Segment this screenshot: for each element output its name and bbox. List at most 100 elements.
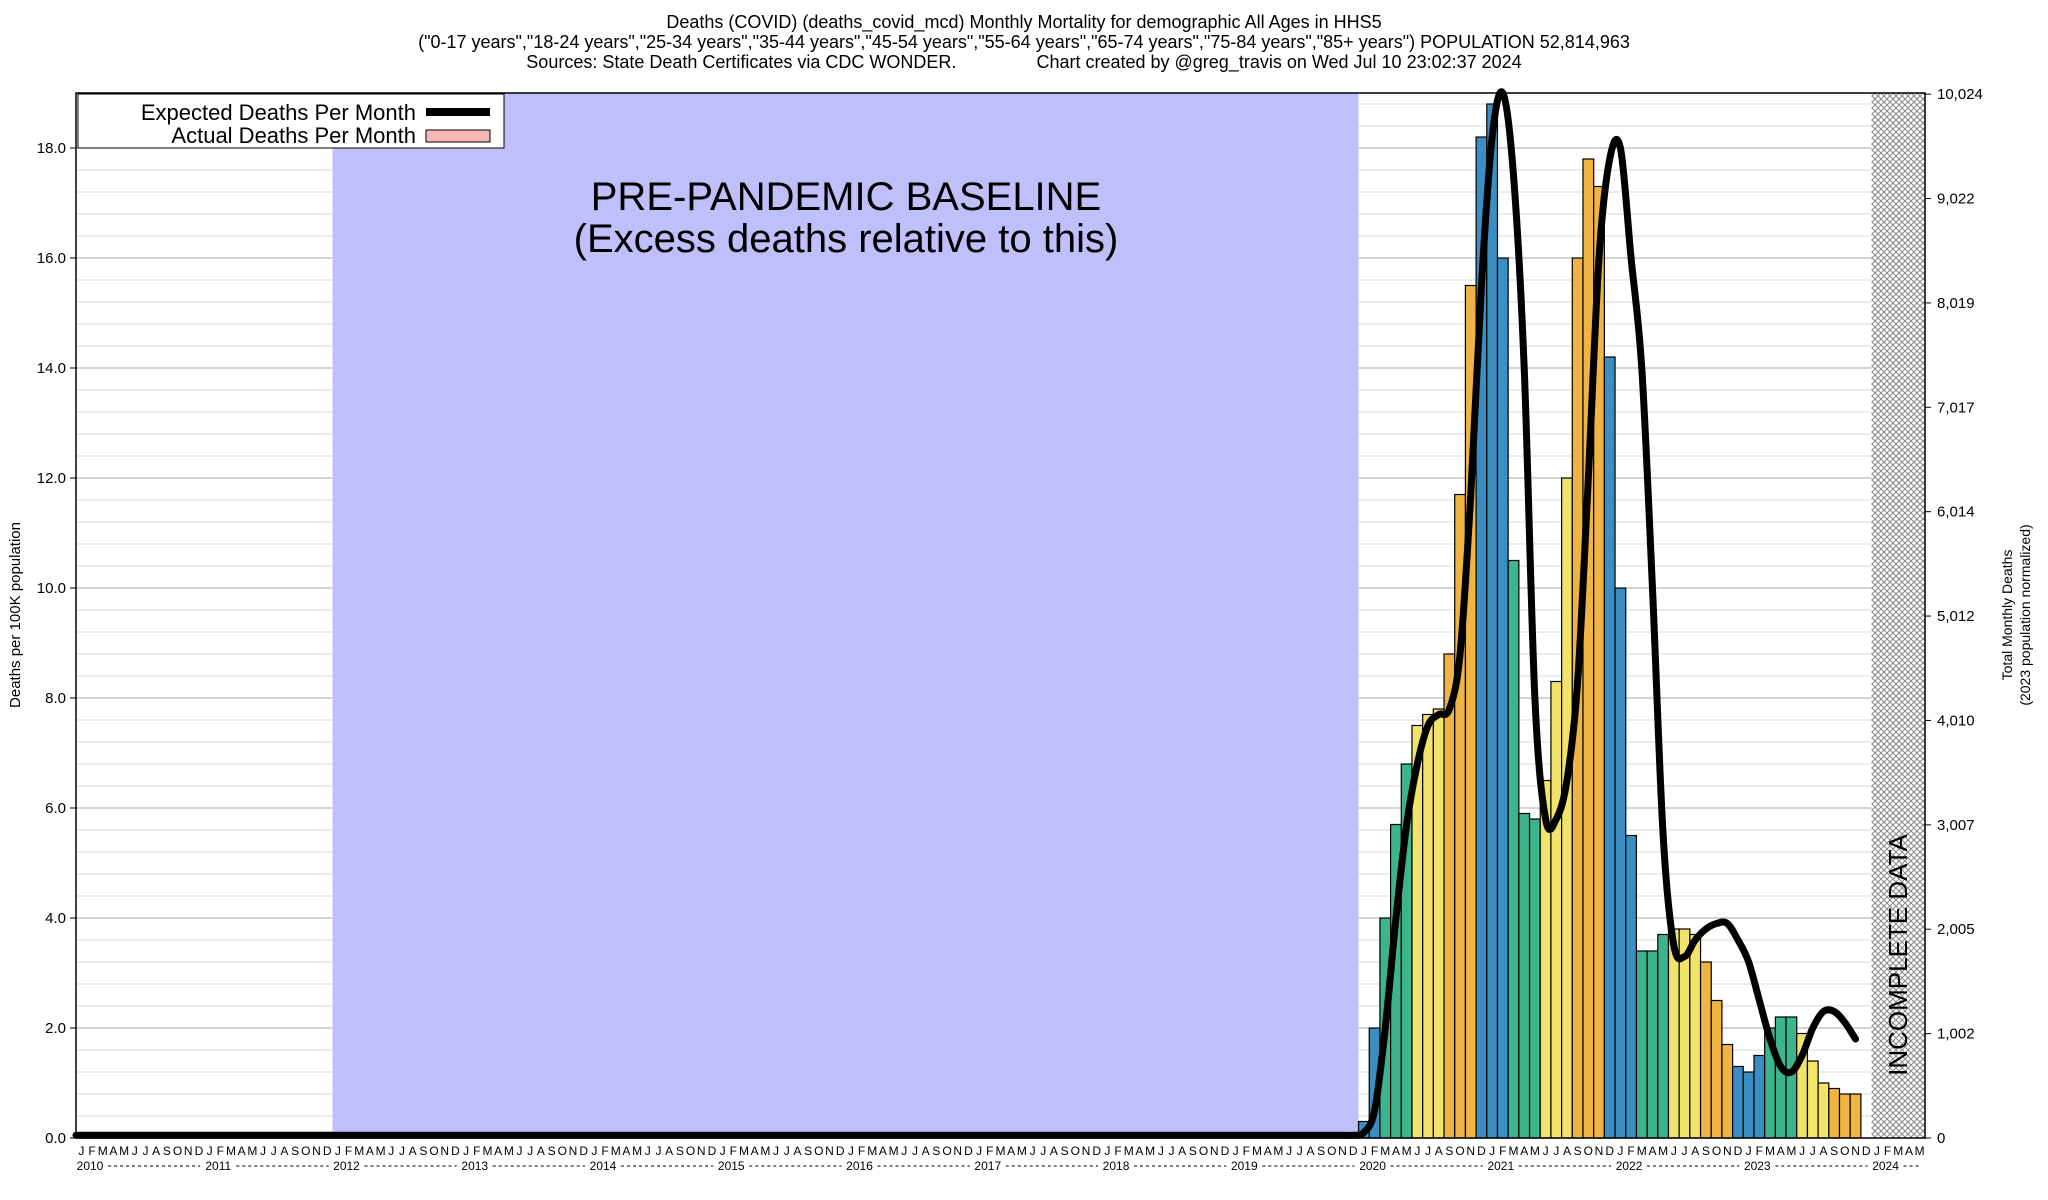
month-tick-label: J <box>591 1144 597 1158</box>
month-tick-label: O <box>1327 1144 1336 1158</box>
legend-expected-label: Expected Deaths Per Month <box>141 100 416 125</box>
month-tick-label: A <box>1905 1144 1913 1158</box>
incomplete-data-label: INCOMPLETE DATA <box>1883 833 1913 1075</box>
month-tick-label: J <box>207 1144 213 1158</box>
month-tick-label: F <box>1627 1144 1634 1158</box>
month-tick-label: D <box>1862 1144 1871 1158</box>
month-tick-label: M <box>1017 1144 1027 1158</box>
plot-frame <box>75 92 1926 1139</box>
year-label: 2013 <box>461 1159 488 1173</box>
month-tick-label: F <box>1114 1144 1121 1158</box>
month-tick-label: A <box>409 1144 417 1158</box>
right-tick-label: 6,014 <box>1937 504 1975 521</box>
month-tick-label: D <box>1349 1144 1358 1158</box>
month-tick-label: M <box>1509 1144 1519 1158</box>
actual-bar <box>1646 950 1659 1139</box>
month-tick-label: M <box>739 1144 749 1158</box>
month-tick-label: F <box>473 1144 480 1158</box>
month-tick-label: M <box>504 1144 514 1158</box>
month-tick-label: O <box>429 1144 438 1158</box>
month-tick-label: O <box>686 1144 695 1158</box>
month-tick-label: D <box>195 1144 204 1158</box>
actual-bar <box>1721 1043 1734 1139</box>
actual-bar <box>1657 933 1670 1139</box>
month-tick-label: M <box>996 1144 1006 1158</box>
month-tick-label: O <box>1071 1144 1080 1158</box>
y-axis-label-right-1: Total Monthly Deaths <box>1999 550 2015 681</box>
month-tick-label: M <box>1402 1144 1412 1158</box>
month-tick-label: M <box>760 1144 770 1158</box>
left-tick-label: 8.0 <box>45 690 66 707</box>
month-tick-label: N <box>1082 1144 1091 1158</box>
month-tick-label: J <box>1799 1144 1805 1158</box>
month-tick-label: M <box>226 1144 236 1158</box>
right-tick-label: 9,022 <box>1937 191 1975 208</box>
right-tick-label: 8,019 <box>1937 295 1975 312</box>
month-tick-label: M <box>1124 1144 1134 1158</box>
month-tick-label: J <box>1543 1144 1549 1158</box>
actual-bar <box>1496 257 1509 1139</box>
axes: 0.0 2.0 4.0 6.0 8.0 10.0 12.0 14.0 16.0 18.0 0 1,00… <box>37 86 1983 1173</box>
baseline-annotation-line1: PRE-PANDEMIC BASELINE <box>591 175 1102 219</box>
month-tick-label: J <box>388 1144 394 1158</box>
actual-bar <box>1753 1054 1766 1139</box>
month-tick-label: O <box>558 1144 567 1158</box>
month-tick-label: M <box>1915 1144 1925 1158</box>
month-tick-label: O <box>942 1144 951 1158</box>
month-tick-label: A <box>922 1144 930 1158</box>
month-tick-label: N <box>953 1144 962 1158</box>
year-label: 2011 <box>205 1159 231 1173</box>
month-tick-label: J <box>1361 1144 1367 1158</box>
month-tick-label: S <box>804 1144 812 1158</box>
month-tick-label: A <box>366 1144 374 1158</box>
month-tick-label: O <box>301 1144 310 1158</box>
actual-bar <box>1828 1087 1841 1139</box>
year-label: 2018 <box>1103 1159 1130 1173</box>
month-tick-label: D <box>1605 1144 1614 1158</box>
month-tick-label: A <box>665 1144 673 1158</box>
actual-bar <box>1742 1071 1755 1139</box>
month-tick-label: J <box>271 1144 277 1158</box>
month-tick-label: J <box>1414 1144 1420 1158</box>
left-tick-label: 16.0 <box>37 250 66 267</box>
month-tick-label: A <box>793 1144 801 1158</box>
month-tick-label: S <box>932 1144 940 1158</box>
month-tick-label: S <box>676 1144 684 1158</box>
month-tick-label: J <box>463 1144 469 1158</box>
actual-bar <box>1817 1082 1830 1139</box>
right-tick-label: 1,002 <box>1937 1026 1975 1043</box>
month-tick-label: F <box>601 1144 608 1158</box>
expected-deaths-line <box>72 88 1860 1139</box>
month-tick-label: A <box>751 1144 759 1158</box>
month-tick-label: A <box>1777 1144 1785 1158</box>
month-tick-label: S <box>291 1144 299 1158</box>
actual-bar <box>1614 587 1627 1139</box>
month-tick-label: N <box>1595 1144 1604 1158</box>
month-tick-label: J <box>1874 1144 1880 1158</box>
right-tick-label: 3,007 <box>1937 817 1975 834</box>
left-tick-label: 18.0 <box>37 140 66 157</box>
month-tick-label: S <box>1574 1144 1582 1158</box>
month-tick-label: S <box>419 1144 427 1158</box>
month-tick-label: D <box>323 1144 332 1158</box>
month-tick-label: J <box>1425 1144 1431 1158</box>
month-tick-label: D <box>836 1144 845 1158</box>
y-axis-label-left: Deaths per 100K population <box>7 522 24 708</box>
month-tick-label: A <box>622 1144 630 1158</box>
chart-subtitle-sources: Sources: State Death Certificates via CD… <box>526 52 1522 72</box>
actual-bar <box>1422 713 1434 1139</box>
month-tick-label: J <box>527 1144 533 1158</box>
month-tick-label: A <box>1819 1144 1827 1158</box>
year-label: 2024 <box>1872 1159 1899 1173</box>
month-tick-label: A <box>1563 1144 1571 1158</box>
month-tick-label: J <box>335 1144 341 1158</box>
month-tick-label: N <box>569 1144 578 1158</box>
month-tick-label: M <box>1893 1144 1903 1158</box>
right-tick-label: 7,017 <box>1937 399 1975 416</box>
month-tick-label: A <box>152 1144 160 1158</box>
chart-subtitle-demographics: ("0-17 years","18-24 years","25-34 years… <box>418 32 1630 52</box>
month-tick-label: S <box>1702 1144 1710 1158</box>
month-tick-label: M <box>98 1144 108 1158</box>
period-bands <box>332 93 1925 1138</box>
